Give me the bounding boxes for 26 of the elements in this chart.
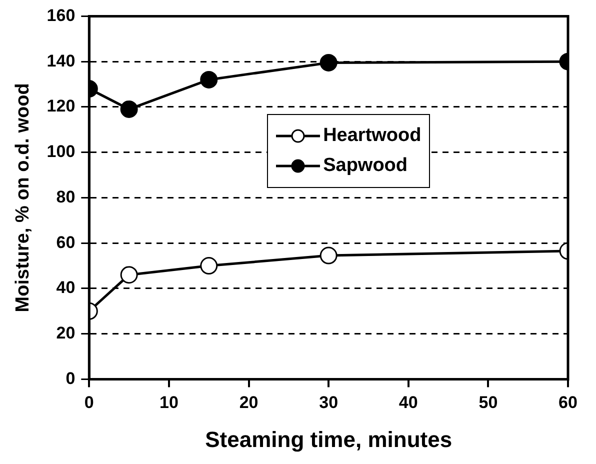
x-axis-title: Steaming time, minutes <box>205 426 452 452</box>
point <box>200 70 218 88</box>
x-tick-label: 50 <box>478 393 498 412</box>
y-tick-label: 0 <box>66 368 76 388</box>
y-tick-label: 140 <box>46 51 76 70</box>
legend-label: Heartwood <box>323 124 422 146</box>
point <box>320 246 338 264</box>
x-tick-label: 30 <box>319 393 338 412</box>
x-tick-label: 20 <box>239 393 258 412</box>
point <box>120 266 138 284</box>
y-tick-label: 80 <box>56 187 76 206</box>
x-tick-label: 40 <box>398 393 418 412</box>
y-tick-label: 20 <box>56 324 76 343</box>
point <box>320 54 338 72</box>
x-tick-label: 60 <box>558 393 578 412</box>
y-tick-label: 160 <box>46 6 76 25</box>
y-tick-label: 100 <box>46 142 76 162</box>
point <box>200 257 218 275</box>
y-axis-title: Moisture, % on o.d. wood <box>12 83 34 312</box>
x-tick-label: 10 <box>160 393 178 412</box>
legend-label: Sapwood <box>323 154 408 176</box>
y-tick-label: 60 <box>56 232 76 252</box>
point <box>120 100 138 118</box>
x-tick-label: 0 <box>84 393 94 412</box>
y-tick-label: 120 <box>46 96 76 116</box>
y-tick-label: 40 <box>56 278 76 298</box>
